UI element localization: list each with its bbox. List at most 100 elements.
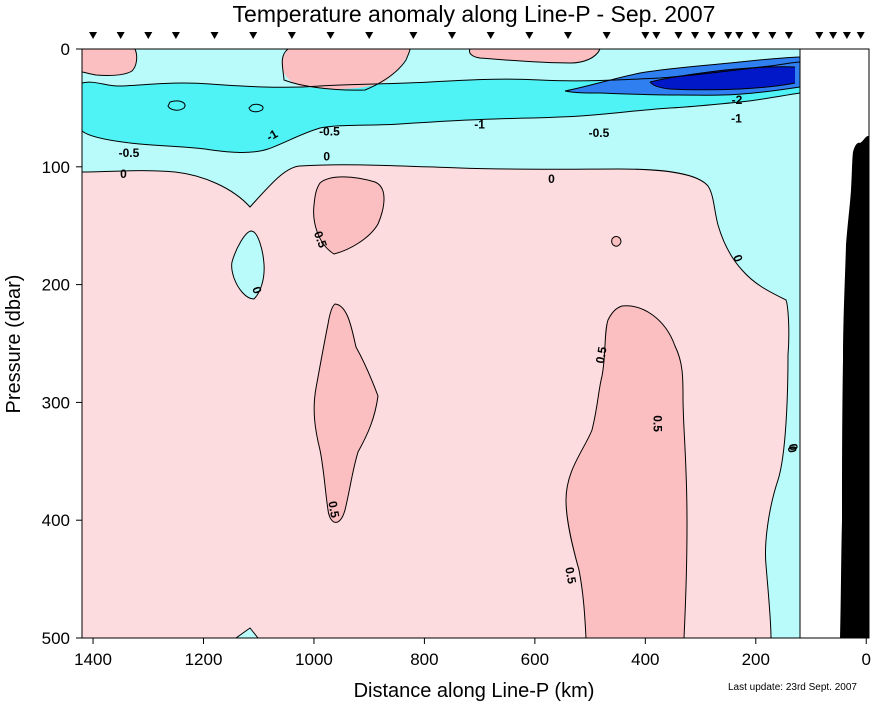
x-tick-label: 1000 (295, 650, 333, 669)
anomaly-region-negative-strong (650, 66, 795, 90)
station-marker (641, 32, 650, 39)
contour-line-zero-top (81, 164, 790, 639)
contour-label: -1 (731, 112, 742, 126)
contour-line-minus-two (564, 56, 801, 92)
contour-label: 0.5 (325, 500, 342, 519)
y-axis-label: Pressure (dbar) (3, 275, 25, 414)
contour-label: -0.5 (119, 146, 140, 160)
contour-label: -0.5 (319, 125, 340, 139)
station-marker (815, 32, 824, 39)
contour-label: -2 (732, 93, 743, 107)
x-axis-label: Distance along Line-P (km) (354, 680, 595, 702)
contour-line-dot (611, 236, 622, 247)
y-tick-label: 200 (42, 276, 70, 295)
y-tick-label: 100 (42, 158, 70, 177)
station-marker (602, 32, 611, 39)
contour-labels: 00-0.5-100.500.50.50.50.50-0.5-1-0.5-1-2… (119, 93, 801, 585)
station-marker (210, 32, 219, 39)
x-tick-label: 200 (742, 650, 770, 669)
x-tick-label: 800 (410, 650, 438, 669)
contour-line-cyan-island-2 (248, 103, 264, 113)
y-axis: 0 100 200 300 400 500 (42, 40, 82, 648)
contour-line-blob-upper (313, 176, 385, 255)
contour-label: 0 (120, 167, 127, 181)
contour-line-cold-dot (231, 230, 265, 300)
contour-line-minus-point-five (81, 92, 801, 153)
station-marker (249, 32, 258, 39)
contour-label: 0 (785, 445, 800, 454)
contour-line-surface-right (469, 48, 601, 64)
plot-area (81, 48, 870, 639)
station-marker (326, 32, 335, 39)
contour-label: 0.5 (650, 415, 664, 432)
y-tick-label: 0 (61, 40, 70, 59)
contour-label: 0.5 (593, 345, 610, 364)
contour-lines (81, 48, 801, 639)
x-tick-label: 1200 (185, 650, 223, 669)
station-marker (691, 32, 700, 39)
contour-line-core-upper (649, 66, 796, 83)
station-marker (856, 32, 865, 39)
anomaly-region-positive-blob-lower (566, 305, 688, 638)
anomaly-region-positive-blob-upper (313, 176, 385, 254)
contour-label: 0 (730, 253, 746, 264)
station-marker (116, 32, 125, 39)
contour-line-surface-center (281, 48, 411, 91)
y-tick-label: 300 (42, 393, 70, 412)
contour-label: 0 (323, 149, 330, 163)
contour-line-minus-two-lower (564, 86, 801, 96)
station-marker (171, 32, 180, 39)
anomaly-region-negative-bottom-wedge (236, 628, 258, 638)
anomaly-region-positive-dot (611, 236, 621, 247)
last-update-note: Last update: 23rd Sept. 2007 (728, 682, 857, 693)
bathymetry-seafloor (840, 136, 869, 638)
contour-line-surface-left (81, 48, 138, 76)
x-tick-label: 600 (521, 650, 549, 669)
station-marker (89, 32, 98, 39)
x-tick-label: 1400 (74, 650, 112, 669)
station-markers (89, 32, 865, 39)
x-tick-label: 0 (862, 650, 871, 669)
contour-line-core-lower (649, 81, 796, 91)
contour-label: 0.5 (311, 229, 330, 250)
contour-label: -0.5 (589, 126, 610, 140)
station-marker (144, 32, 153, 39)
station-marker (674, 32, 683, 39)
station-marker (564, 32, 573, 39)
contour-line-blob-lower (565, 305, 688, 639)
contour-line-blob-middle (313, 303, 379, 523)
station-marker (735, 32, 744, 39)
anomaly-region-positive-surface-center (281, 49, 410, 90)
station-marker (724, 32, 733, 39)
station-marker (784, 32, 793, 39)
station-marker (365, 32, 374, 39)
y-tick-label: 400 (42, 511, 70, 530)
station-marker (829, 32, 838, 39)
station-marker (751, 32, 760, 39)
contour-label: 0.5 (562, 566, 579, 585)
contour-label: 0 (548, 172, 555, 186)
contour-line-minus-one (81, 61, 801, 88)
x-axis: 1400 1200 1000 800 600 400 200 0 (74, 638, 871, 669)
y-tick-label: 500 (42, 629, 70, 648)
contour-label: 0 (249, 285, 265, 296)
contour-line-cold-bottom (235, 627, 259, 639)
station-marker (525, 32, 534, 39)
plot-frame (81, 48, 870, 639)
station-marker (409, 32, 418, 39)
station-marker (768, 32, 777, 39)
contour-line-cyan-island-1 (167, 100, 186, 111)
station-marker (707, 32, 716, 39)
station-marker (842, 32, 851, 39)
contour-label: 0 (786, 442, 801, 451)
anomaly-region-negative-dot-left (231, 231, 265, 299)
station-marker (448, 32, 457, 39)
station-marker (287, 32, 296, 39)
station-marker (486, 32, 495, 39)
anomaly-region-positive-surface-left (82, 49, 137, 76)
contour-label: -1 (474, 118, 485, 132)
x-tick-label: 400 (631, 650, 659, 669)
station-marker (652, 32, 661, 39)
